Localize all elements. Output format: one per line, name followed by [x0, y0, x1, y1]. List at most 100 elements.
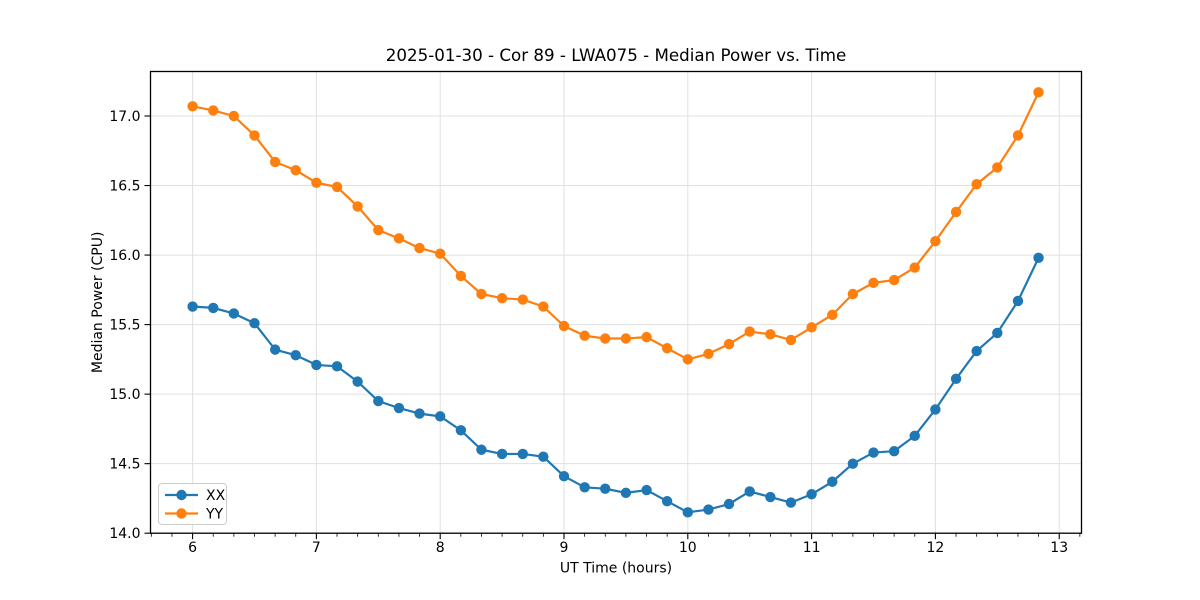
series-xx-marker [868, 447, 879, 458]
y-tick-label: 16.0 [109, 248, 140, 264]
series-xx-marker [579, 482, 590, 493]
series-yy-marker [992, 162, 1003, 173]
series-xx-marker [847, 458, 859, 469]
series-xx-marker [744, 486, 755, 497]
series-xx-marker [1012, 295, 1024, 307]
series-yy-marker [331, 181, 343, 193]
series-yy-marker [641, 331, 652, 343]
series-xx [187, 252, 1044, 518]
axis-ticks [144, 115, 1081, 540]
series-xx-marker [661, 496, 673, 507]
plot-area-border [149, 70, 1083, 534]
series-xx-marker [930, 404, 941, 415]
series-yy-marker [496, 292, 508, 304]
series-xx-marker [558, 470, 570, 482]
series-xx-marker [538, 451, 549, 462]
series-yy-marker [435, 248, 446, 259]
series-xx-marker [723, 498, 735, 510]
legend-marker [176, 489, 187, 501]
series-yy-marker [269, 156, 281, 168]
series-xx-marker [290, 350, 301, 361]
series-yy-marker [373, 224, 384, 236]
x-tick-label: 9 [560, 540, 569, 556]
series-yy-marker [311, 177, 322, 188]
x-tick-label: 8 [436, 540, 445, 556]
series-yy-marker [785, 334, 797, 346]
series-yy-marker [228, 110, 240, 122]
series-xx-marker [600, 483, 611, 494]
x-tick-label: 10 [679, 540, 697, 556]
series-yy-marker [909, 262, 920, 273]
series-yy-marker [558, 320, 570, 332]
series-yy-marker [806, 322, 817, 333]
x-axis-label: UT Time (hours) [560, 561, 672, 577]
series-yy-marker [352, 201, 363, 212]
series-xx-marker [827, 476, 838, 487]
series-yy-marker [1033, 87, 1044, 98]
series-xx-marker [476, 444, 487, 455]
y-tick-label: 16.5 [109, 179, 140, 195]
series-yy-marker [930, 235, 941, 247]
series-xx-marker [682, 507, 694, 518]
legend-marker [176, 508, 187, 519]
y-axis-label: Median Power (CPU) [90, 232, 106, 374]
series-yy-marker [579, 330, 590, 341]
series-yy-marker [765, 329, 776, 340]
series-yy-marker [517, 294, 528, 305]
series-xx-marker [228, 308, 240, 319]
series-xx-marker [393, 402, 405, 414]
y-tick-label: 17.0 [109, 109, 140, 125]
series-xx-marker [517, 448, 528, 460]
y-tick-label: 14.5 [109, 457, 140, 473]
series-yy-marker [868, 277, 879, 289]
series-yy-marker [455, 270, 467, 282]
series-xx-marker [785, 497, 797, 508]
series-xx-marker [414, 408, 425, 419]
series-yy-marker [208, 105, 219, 116]
legend-item-yy: YY [165, 507, 224, 523]
series-xx-marker [971, 345, 982, 357]
chart-title: 2025-01-30 - Cor 89 - LWA075 - Median Po… [386, 45, 847, 65]
series-xx-marker [496, 448, 508, 460]
series-xx-marker [331, 361, 343, 372]
legend-item-xx: XX [165, 488, 226, 504]
series-yy-marker [703, 348, 714, 359]
series-yy-marker [187, 101, 198, 112]
series-xx-marker [311, 359, 322, 371]
series-yy-marker [723, 338, 735, 350]
series-xx-marker [373, 395, 384, 407]
x-tick-label: 6 [188, 540, 197, 556]
series-xx-marker [352, 376, 363, 387]
x-tick-label: 7 [312, 540, 321, 556]
series-xx-marker [888, 445, 900, 457]
series-xx-marker [269, 344, 281, 355]
series-yy-marker [393, 233, 405, 244]
series-yy-marker [414, 242, 425, 254]
series-yy-marker [827, 309, 838, 321]
x-tick-label: 13 [1050, 540, 1068, 556]
series-yy-marker [950, 206, 962, 218]
series-xx-marker [992, 327, 1003, 339]
series-xx-marker [620, 487, 632, 499]
series-yy-marker [600, 333, 611, 344]
legend-label: YY [205, 507, 224, 523]
series-xx-marker [455, 425, 467, 436]
y-tick-label: 14.0 [109, 526, 140, 542]
series-yy-marker [682, 354, 694, 365]
series-xx-marker [703, 504, 714, 515]
series-xx-marker [187, 301, 198, 312]
series-yy-marker [971, 178, 982, 190]
series-xx-marker [1033, 252, 1044, 264]
series-yy-marker [847, 288, 859, 300]
series-xx-marker [208, 302, 219, 314]
series-xx-marker [806, 489, 817, 500]
series-yy-marker [620, 333, 632, 344]
series-xx-marker [641, 484, 652, 496]
x-tick-label: 12 [926, 540, 944, 556]
series-yy-marker [476, 288, 487, 300]
legend-label: XX [206, 488, 226, 504]
y-tick-label: 15.5 [109, 318, 140, 334]
series-xx-marker [765, 491, 776, 503]
series-yy-marker [744, 326, 755, 337]
